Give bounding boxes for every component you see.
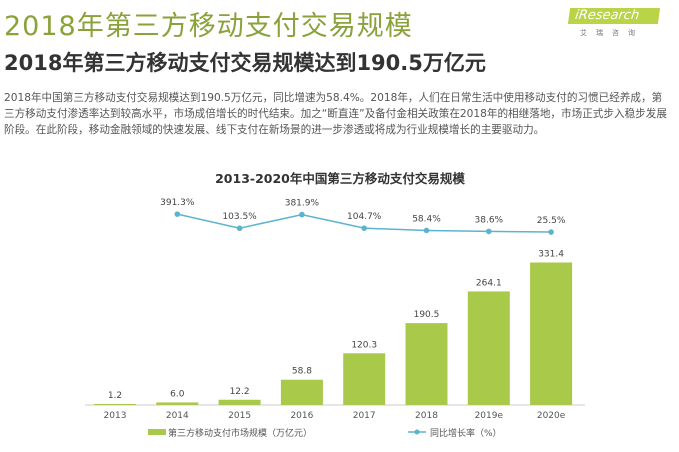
x-tick-2020e: 2020e bbox=[537, 411, 566, 421]
bar-label-2019e: 264.1 bbox=[476, 278, 502, 288]
legend-bar-label: 第三方移动支付市场规模（万亿元） bbox=[168, 427, 312, 439]
x-tick-2017: 2017 bbox=[353, 411, 376, 421]
x-tick-2016: 2016 bbox=[290, 411, 313, 421]
growth-point-2020e bbox=[548, 229, 554, 235]
description-paragraph: 2018年中国第三方移动支付交易规模达到190.5万亿元，同比增速为58.4%。… bbox=[4, 92, 667, 136]
growth-point-2018 bbox=[423, 227, 430, 234]
x-tick-2018: 2018 bbox=[415, 411, 438, 421]
x-tick-2019e: 2019e bbox=[475, 411, 504, 421]
legend-line-label: 同比增长率（%） bbox=[430, 427, 502, 439]
bar-label-2018: 190.5 bbox=[414, 310, 440, 320]
bar-2013 bbox=[94, 404, 136, 405]
growth-label-2019e: 38.6% bbox=[475, 215, 504, 225]
bar-2015 bbox=[218, 399, 261, 405]
bar-2014 bbox=[156, 402, 199, 405]
growth-label-2020e: 25.5% bbox=[537, 216, 566, 226]
slide-title: 2018年第三方移动支付交易规模 bbox=[4, 11, 413, 42]
bar-2016 bbox=[280, 379, 323, 405]
growth-point-2016 bbox=[299, 211, 305, 218]
bar-label-2016: 58.8 bbox=[292, 367, 312, 377]
growth-point-2014 bbox=[174, 211, 181, 217]
x-tick-2014: 2014 bbox=[166, 411, 189, 421]
bar-label-2014: 6.0 bbox=[170, 389, 185, 399]
growth-point-2017 bbox=[361, 225, 368, 231]
logo-subtitle: 艾瑞咨询 bbox=[580, 29, 644, 37]
bar-2019e bbox=[467, 291, 510, 405]
growth-label-2017: 104.7% bbox=[347, 212, 382, 222]
legend-line-marker bbox=[414, 429, 420, 435]
bar-2020e bbox=[530, 262, 573, 405]
bar-2017 bbox=[343, 353, 386, 405]
growth-point-2015 bbox=[236, 225, 243, 232]
growth-label-2015: 103.5% bbox=[222, 212, 257, 222]
bar-label-2017: 120.3 bbox=[351, 340, 377, 350]
slide-subtitle: 2018年第三方移动支付交易规模达到190.5万亿元 bbox=[4, 51, 486, 75]
bar-label-2013: 1.2 bbox=[108, 391, 122, 401]
growth-label-2014: 391.3% bbox=[160, 198, 195, 208]
legend-bar-swatch bbox=[148, 429, 166, 435]
bar-label-2015: 12.2 bbox=[230, 387, 250, 397]
chart-title: 2013-2020年中国第三方移动支付交易规模 bbox=[215, 171, 465, 186]
x-tick-2013: 2013 bbox=[104, 411, 127, 421]
bar-2018 bbox=[405, 323, 448, 405]
x-tick-2015: 2015 bbox=[228, 411, 251, 421]
bar-label-2020e: 331.4 bbox=[538, 249, 564, 259]
growth-label-2018: 58.4% bbox=[412, 214, 441, 224]
growth-point-2019e bbox=[486, 228, 492, 235]
growth-label-2016: 381.9% bbox=[285, 199, 320, 209]
